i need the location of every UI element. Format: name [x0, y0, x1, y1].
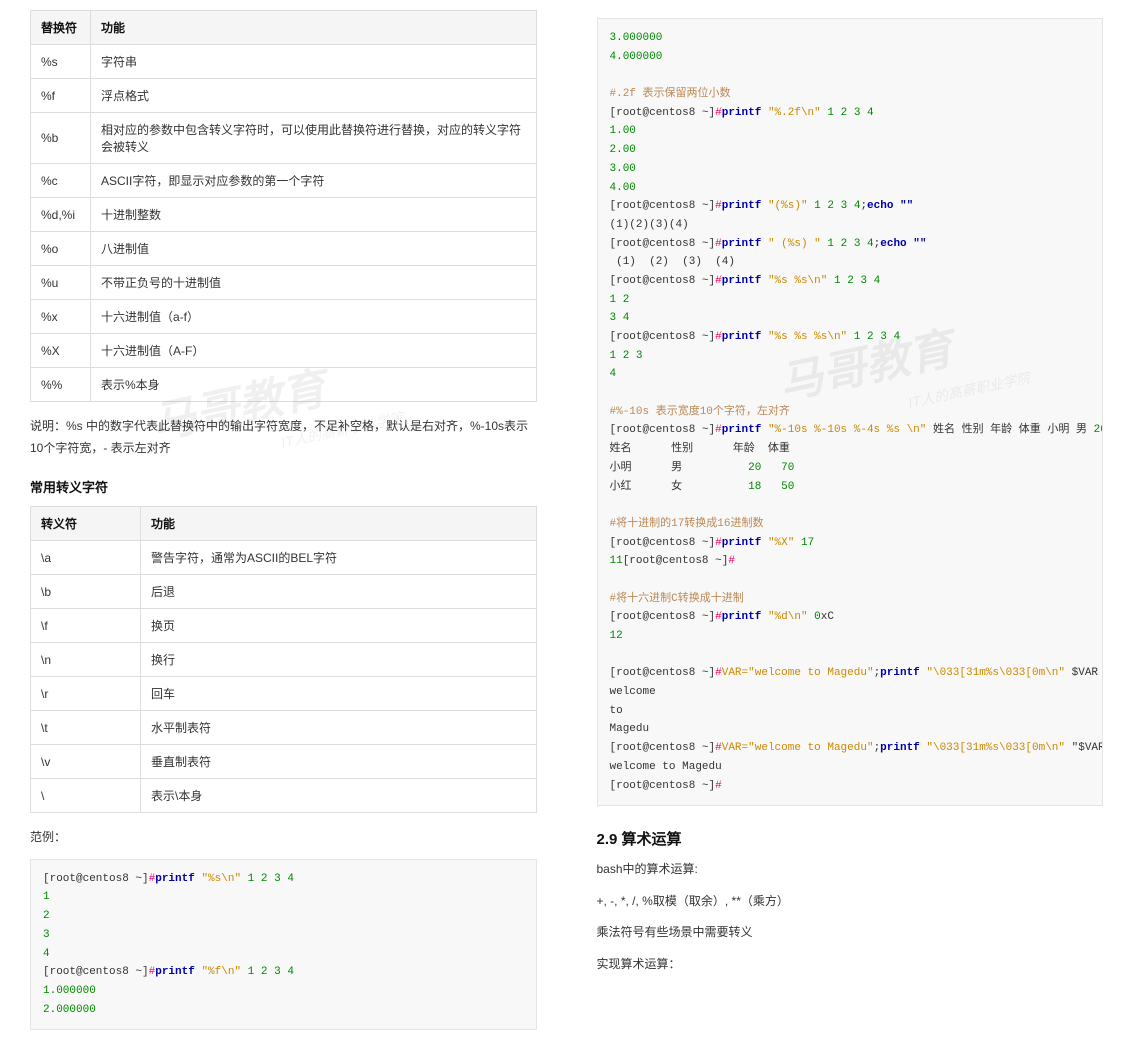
table-row: \表示\本身: [31, 779, 537, 813]
cell-func: 相对应的参数中包含转义字符时，可以使用此替换符进行替换，对应的转义字符会被转义: [91, 113, 537, 164]
cell-esc-func: 后退: [141, 575, 537, 609]
table-row: \a警告字符，通常为ASCII的BEL字符: [31, 541, 537, 575]
th-esc-func: 功能: [141, 507, 537, 541]
table-row: %f浮点格式: [31, 79, 537, 113]
cell-func: 不带正负号的十进制值: [91, 266, 537, 300]
arith-p1: bash中的算术运算:: [597, 859, 1104, 881]
arith-p4: 实现算术运算：: [597, 954, 1104, 976]
cell-esc: \t: [31, 711, 141, 745]
table-row: \t水平制表符: [31, 711, 537, 745]
cell-spec: %u: [31, 266, 91, 300]
cell-spec: %X: [31, 334, 91, 368]
example-label: 范例：: [30, 827, 537, 849]
table-row: %u不带正负号的十进制值: [31, 266, 537, 300]
cell-func: 八进制值: [91, 232, 537, 266]
code-block-left: [root@centos8 ~]#printf "%s\n" 1 2 3 4 1…: [30, 859, 537, 1031]
table-row: %d,%i十进制整数: [31, 198, 537, 232]
cell-func: 字符串: [91, 45, 537, 79]
table-row: %%表示%本身: [31, 368, 537, 402]
table-row: %s字符串: [31, 45, 537, 79]
cell-func: ASCII字符，即显示对应参数的第一个字符: [91, 164, 537, 198]
table-row: \b后退: [31, 575, 537, 609]
cell-esc-func: 回车: [141, 677, 537, 711]
cell-spec: %%: [31, 368, 91, 402]
cell-spec: %o: [31, 232, 91, 266]
cell-esc: \n: [31, 643, 141, 677]
cell-spec: %f: [31, 79, 91, 113]
th-func: 功能: [91, 11, 537, 45]
cell-esc-func: 换页: [141, 609, 537, 643]
cell-esc-func: 表示\本身: [141, 779, 537, 813]
cell-esc-func: 警告字符，通常为ASCII的BEL字符: [141, 541, 537, 575]
cell-esc: \f: [31, 609, 141, 643]
cell-esc-func: 水平制表符: [141, 711, 537, 745]
arith-p2: +, -, *, /, %取模（取余）, **（乘方）: [597, 891, 1104, 913]
right-column: 马哥教育 IT人的高薪职业学院 3.000000 4.000000 #.2f 表…: [597, 10, 1104, 1038]
note-paragraph: 说明：%s 中的数字代表此替换符中的输出字符宽度，不足补空格，默认是右对齐，%-…: [30, 416, 537, 459]
th-esc: 转义符: [31, 507, 141, 541]
table-row: \r回车: [31, 677, 537, 711]
table-row: %o八进制值: [31, 232, 537, 266]
cell-esc: \a: [31, 541, 141, 575]
cell-spec: %x: [31, 300, 91, 334]
table-row: \n换行: [31, 643, 537, 677]
cell-func: 表示%本身: [91, 368, 537, 402]
section-heading-2-9: 2.9 算术运算: [597, 828, 1104, 849]
table-row: %x十六进制值（a-f）: [31, 300, 537, 334]
cell-func: 十六进制值（a-f）: [91, 300, 537, 334]
table-row: %b相对应的参数中包含转义字符时，可以使用此替换符进行替换，对应的转义字符会被转…: [31, 113, 537, 164]
cell-esc-func: 垂直制表符: [141, 745, 537, 779]
format-specifier-table: 替换符 功能 %s字符串%f浮点格式%b相对应的参数中包含转义字符时，可以使用此…: [30, 10, 537, 402]
code-block-right: 3.000000 4.000000 #.2f 表示保留两位小数 [root@ce…: [597, 18, 1104, 806]
arith-p3: 乘法符号有些场景中需要转义: [597, 922, 1104, 944]
escape-chars-table: 转义符 功能 \a警告字符，通常为ASCII的BEL字符\b后退\f换页\n换行…: [30, 506, 537, 813]
th-spec: 替换符: [31, 11, 91, 45]
left-column: 马哥教育 IT人的高薪职业学院 替换符 功能 %s字符串%f浮点格式%b相对应的…: [30, 10, 537, 1038]
table-row: %X十六进制值（A-F）: [31, 334, 537, 368]
cell-esc: \r: [31, 677, 141, 711]
cell-spec: %d,%i: [31, 198, 91, 232]
cell-func: 十六进制值（A-F）: [91, 334, 537, 368]
escape-chars-title: 常用转义字符: [30, 477, 537, 496]
cell-spec: %s: [31, 45, 91, 79]
cell-func: 十进制整数: [91, 198, 537, 232]
table-row: %cASCII字符，即显示对应参数的第一个字符: [31, 164, 537, 198]
cell-esc: \: [31, 779, 141, 813]
cell-spec: %c: [31, 164, 91, 198]
cell-esc: \b: [31, 575, 141, 609]
table-row: \v垂直制表符: [31, 745, 537, 779]
cell-esc: \v: [31, 745, 141, 779]
cell-esc-func: 换行: [141, 643, 537, 677]
cell-func: 浮点格式: [91, 79, 537, 113]
cell-spec: %b: [31, 113, 91, 164]
table-row: \f换页: [31, 609, 537, 643]
